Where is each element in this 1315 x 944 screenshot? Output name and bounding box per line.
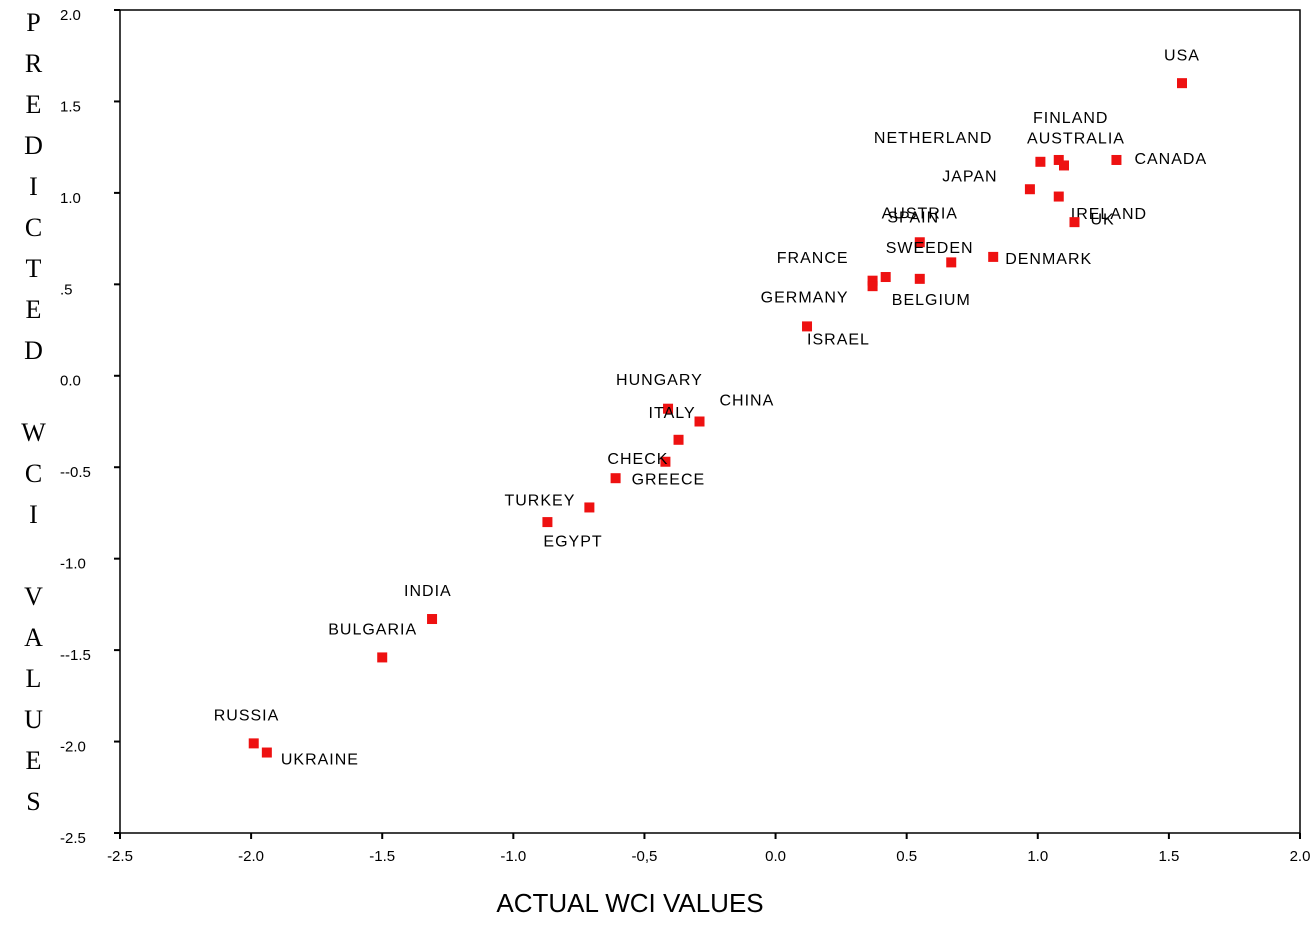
point-label: SPAIN [887, 210, 939, 227]
point-label: GREECE [632, 471, 706, 488]
x-tick-label: -2.0 [238, 848, 264, 865]
point [802, 321, 813, 332]
point-label: DENMARK [1005, 251, 1092, 268]
point [867, 275, 878, 286]
point-label: GERMANY [761, 289, 849, 306]
point-label: UKRAINE [281, 752, 359, 769]
x-tick-label: -2.5 [107, 848, 133, 865]
point [673, 434, 684, 445]
x-tick-label: 2.0 [1290, 848, 1311, 865]
point-label: USA [1164, 47, 1200, 64]
y-tick-label: --1.5 [60, 647, 91, 664]
y-tick-label: 2.0 [60, 7, 81, 24]
point-label: FRANCE [777, 250, 849, 267]
x-tick-label: 1.5 [1158, 848, 1179, 865]
x-tick-label: 1.0 [1027, 848, 1048, 865]
point-label: NETHERLAND [874, 130, 992, 147]
y-tick-label: -2.0 [60, 739, 86, 756]
point [248, 738, 259, 749]
point [880, 272, 891, 283]
y-tick-label: --0.5 [60, 464, 91, 481]
point-label: AUSTRALIA [1027, 131, 1125, 148]
point-label: EGYPT [543, 533, 602, 550]
point [1024, 184, 1035, 195]
point-label: CANADA [1134, 151, 1207, 168]
point [1069, 217, 1080, 228]
point-label: AUSTRIA [882, 205, 958, 222]
point-label: RUSSIA [214, 708, 280, 725]
point-label: HUNGARY [616, 372, 703, 389]
point-label: TURKEY [504, 493, 575, 510]
point [867, 281, 878, 292]
point [584, 502, 595, 513]
point-label: ITALY [649, 405, 696, 422]
point-label: INDIA [404, 583, 452, 600]
point [1053, 154, 1064, 165]
point [946, 257, 957, 268]
point [1177, 78, 1187, 89]
x-tick-label: -0,5 [632, 848, 658, 865]
point-label: BELGIUM [892, 292, 971, 309]
point-label: JAPAN [942, 168, 997, 185]
plot-frame [119, 9, 1301, 834]
y-tick-label: 1.0 [60, 190, 81, 207]
point [663, 403, 674, 414]
y-tick-label: -1.0 [60, 556, 86, 573]
point [914, 237, 925, 248]
x-tick-label: 0.0 [765, 848, 786, 865]
point-label: CHINA [720, 393, 775, 410]
point-label: BULGARIA [328, 622, 417, 639]
point [377, 652, 388, 663]
x-tick-label: -1.0 [500, 848, 526, 865]
point-label: UK [1090, 211, 1114, 228]
point [427, 614, 438, 625]
point [1053, 191, 1064, 202]
x-axis-title: ACTUAL WCI VALUES [496, 888, 763, 918]
point [914, 273, 925, 284]
point [1111, 154, 1122, 165]
point-label: ISRAEL [807, 332, 870, 349]
point [1059, 160, 1069, 171]
point [1035, 156, 1046, 167]
point-label: CHECK [607, 451, 668, 468]
point [988, 251, 999, 262]
point [660, 456, 671, 467]
point-label: IRELAND [1071, 206, 1147, 223]
point-label: FINLAND [1033, 110, 1108, 127]
y-tick-label: 1.5 [60, 98, 81, 115]
y-tick-label: .5 [60, 281, 73, 298]
point [610, 473, 621, 484]
y-axis-title: PREDICTED WCI VALUES [19, 8, 48, 828]
y-tick-label: 0.0 [60, 373, 81, 390]
x-tick-label: -1.5 [369, 848, 395, 865]
point [261, 747, 272, 758]
point [694, 416, 705, 427]
point-label: SWEEDEN [886, 240, 974, 257]
x-tick-label: 0.5 [896, 848, 917, 865]
y-tick-label: -2.5 [60, 830, 86, 847]
point [542, 517, 553, 528]
